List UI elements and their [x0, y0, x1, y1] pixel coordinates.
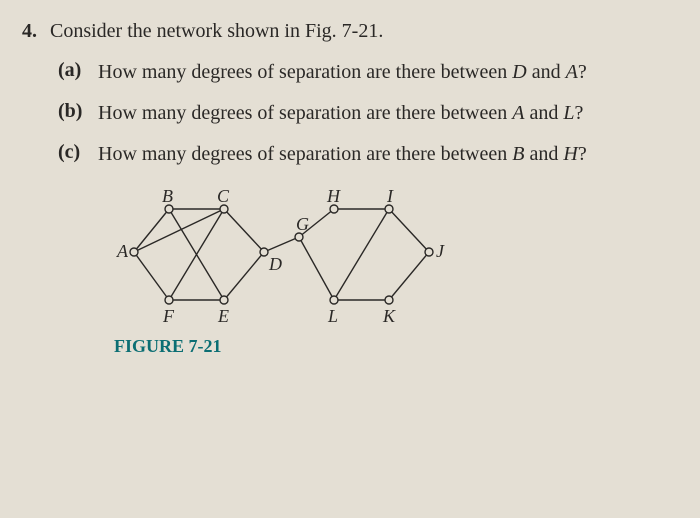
part-label: (a)	[58, 59, 98, 82]
part-b: (b) How many degrees of separation are t…	[58, 100, 670, 127]
figure-area: A B C D E F GH I J K L FIGURE 7-21	[114, 182, 670, 357]
node-label-G: G	[296, 214, 309, 234]
part-a: (a) How many degrees of separation are t…	[58, 59, 670, 86]
node-label-B: B	[162, 186, 173, 206]
part-pre: How many degrees of separation are there…	[98, 61, 512, 83]
node-label-J: J	[436, 241, 445, 261]
node-label-I: I	[386, 186, 394, 206]
edge	[264, 237, 299, 252]
part-mid: and	[527, 61, 566, 83]
edge	[134, 209, 169, 252]
question-stem: Consider the network shown in Fig. 7-21.	[50, 18, 383, 45]
node-label-D: D	[268, 254, 282, 274]
node-E	[220, 296, 228, 304]
part-text: How many degrees of separation are there…	[98, 59, 670, 86]
node-label-K: K	[382, 306, 396, 326]
part-mid: and	[524, 143, 563, 165]
stem-figref: Fig. 7-21	[305, 20, 378, 42]
edge	[224, 209, 264, 252]
part-v1: D	[512, 61, 526, 83]
node-label-A: A	[116, 241, 129, 261]
node-K	[385, 296, 393, 304]
edge	[224, 252, 264, 300]
part-text: How many degrees of separation are there…	[98, 141, 670, 168]
edge	[134, 252, 169, 300]
part-pre: How many degrees of separation are there…	[98, 143, 512, 165]
edge	[389, 209, 429, 252]
node-label-L: L	[327, 306, 338, 326]
part-post: ?	[575, 102, 584, 124]
node-I	[385, 205, 393, 213]
edge	[334, 209, 389, 300]
part-pre: How many degrees of separation are there…	[98, 102, 512, 124]
part-mid: and	[524, 102, 563, 124]
node-F	[165, 296, 173, 304]
network-diagram: A B C D E F GH I J K L	[114, 182, 514, 332]
node-C	[220, 205, 228, 213]
part-post: ?	[578, 61, 587, 83]
part-label: (b)	[58, 100, 98, 123]
question-line: 4. Consider the network shown in Fig. 7-…	[22, 18, 670, 45]
edge	[299, 237, 334, 300]
node-H	[330, 205, 338, 213]
node-D	[260, 248, 268, 256]
node-J	[425, 248, 433, 256]
part-v1: A	[512, 102, 524, 124]
question-number: 4.	[22, 20, 50, 43]
node-G	[295, 233, 303, 241]
node-label-H: H	[326, 186, 341, 206]
part-v2: H	[563, 143, 577, 165]
edge	[389, 252, 429, 300]
part-text: How many degrees of separation are there…	[98, 100, 670, 127]
node-label-C: C	[217, 186, 230, 206]
part-v2: L	[563, 102, 574, 124]
part-v2: A	[566, 61, 578, 83]
node-B	[165, 205, 173, 213]
part-post: ?	[578, 143, 587, 165]
stem-pre: Consider the network shown in	[50, 20, 305, 42]
part-label: (c)	[58, 141, 98, 164]
node-L	[330, 296, 338, 304]
node-label-E: E	[217, 306, 229, 326]
node-label-F: F	[162, 306, 175, 326]
stem-post: .	[378, 20, 383, 42]
node-A	[130, 248, 138, 256]
part-c: (c) How many degrees of separation are t…	[58, 141, 670, 168]
figure-caption: FIGURE 7-21	[114, 336, 670, 357]
part-v1: B	[512, 143, 524, 165]
